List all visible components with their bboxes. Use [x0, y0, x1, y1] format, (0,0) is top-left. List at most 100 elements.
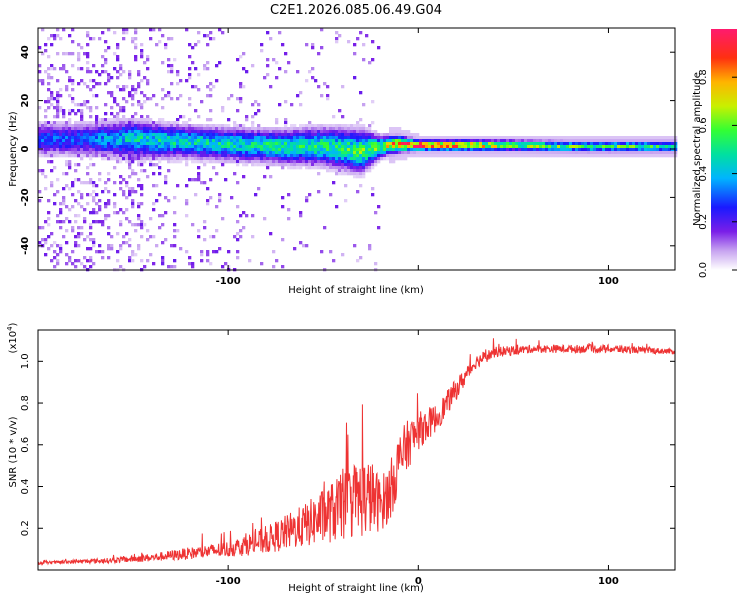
spectrogram-cell	[77, 202, 81, 206]
spectrogram-cell	[260, 160, 264, 164]
spectrogram-cell	[95, 193, 99, 197]
spectrogram-cell	[365, 157, 369, 161]
spectrogram-cell	[71, 28, 75, 32]
spectrogram-cell	[140, 130, 144, 134]
spectrogram-cell	[212, 85, 216, 89]
spectrogram-cell	[101, 151, 105, 155]
spectrogram-cell	[101, 121, 105, 125]
spectrogram-cell	[338, 160, 342, 164]
spectrogram-cell	[107, 79, 111, 83]
spectrogram-cell	[533, 151, 537, 155]
spectrogram-cell	[374, 133, 378, 137]
spectrogram-cell	[47, 130, 51, 134]
spectrogram-cell	[161, 256, 165, 260]
spectrogram-cell	[242, 226, 246, 230]
spectrogram-cell	[398, 157, 402, 161]
spectrogram-cell	[50, 244, 54, 248]
spectrogram-cell	[77, 259, 81, 263]
spectrogram-cell	[65, 160, 69, 164]
spectrogram-cell	[329, 127, 333, 131]
spectrogram-cell	[83, 124, 87, 128]
spectrogram-cell	[50, 184, 54, 188]
spectrogram-cell	[239, 136, 243, 140]
spectrogram-cell	[668, 142, 672, 146]
spectrogram-cell	[80, 130, 84, 134]
spectrogram-cell	[263, 151, 267, 155]
spectrogram-cell	[71, 82, 75, 86]
spectrogram-cell	[335, 31, 339, 35]
spectrogram-cell	[218, 196, 222, 200]
spectrogram-cell	[341, 133, 345, 137]
spectrogram-cell	[530, 148, 534, 152]
spectrogram-cell	[185, 142, 189, 146]
spectrogram-cell	[158, 193, 162, 197]
spectrogram-cell	[122, 157, 126, 161]
spectrogram-cell	[503, 142, 507, 146]
spectrogram-cell	[251, 154, 255, 158]
spectrogram-cell	[236, 130, 240, 134]
spectrogram-cell	[287, 157, 291, 161]
spectrogram-cell	[128, 94, 132, 98]
spectrogram-cell	[245, 136, 249, 140]
spectrogram-cell	[113, 118, 117, 122]
spectrogram-cell	[143, 148, 147, 152]
spectrogram-cell	[119, 130, 123, 134]
spectrogram-cell	[116, 103, 120, 107]
spectrogram-cell	[101, 136, 105, 140]
spectrogram-cell	[203, 142, 207, 146]
spectrogram-cell	[80, 46, 84, 50]
spectrogram-cell	[344, 169, 348, 173]
spectrogram-cell	[74, 163, 78, 167]
spectrogram-cell	[383, 154, 387, 158]
spectrogram-cell	[479, 145, 483, 149]
spectrogram-cell	[338, 133, 342, 137]
spectrogram-cell	[599, 136, 603, 140]
spectrogram-cell	[143, 121, 147, 125]
spectrogram-cell	[281, 157, 285, 161]
spectrogram-cell	[302, 142, 306, 146]
spectrogram-cell	[284, 163, 288, 167]
spectrogram-cell	[362, 157, 366, 161]
spectrogram-cell	[89, 259, 93, 263]
spectrogram-cell	[323, 130, 327, 134]
spectrogram-cell	[155, 154, 159, 158]
spectrogram-cell	[290, 130, 294, 134]
spectrogram-cell	[167, 139, 171, 143]
spectrogram-cell	[179, 154, 183, 158]
spectrogram-cell	[452, 142, 456, 146]
spectrogram-cell	[287, 208, 291, 212]
spectrogram-cell	[449, 145, 453, 149]
spectrogram-cell	[278, 160, 282, 164]
spectrogram-cell	[140, 124, 144, 128]
spectrogram-cell	[401, 145, 405, 149]
spectrogram-cell	[509, 154, 513, 158]
spectrogram-cell	[377, 133, 381, 137]
colorbar-tick-label: 0.6	[698, 117, 709, 133]
spectrogram-cell	[203, 151, 207, 155]
spectrogram-cell	[632, 154, 636, 158]
spectrogram-cell	[101, 64, 105, 68]
spectrogram-cell	[125, 241, 129, 245]
spectrogram-cell	[131, 205, 135, 209]
spectrogram-cell	[185, 157, 189, 161]
spectrogram-cell	[596, 145, 600, 149]
spectrogram-cell	[158, 28, 162, 32]
spectrogram-cell	[59, 94, 63, 98]
spectrogram-cell	[176, 133, 180, 137]
spectrogram-cell	[320, 145, 324, 149]
spectrogram-cell	[149, 139, 153, 143]
spectrogram-cell	[275, 130, 279, 134]
spectrogram-cell	[206, 259, 210, 263]
spectrogram-cell	[335, 142, 339, 146]
spectrogram-cell	[257, 127, 261, 131]
spectrogram-cell	[209, 196, 213, 200]
spectrogram-cell	[197, 229, 201, 233]
spectrogram-cell	[188, 103, 192, 107]
spectrogram-cell	[347, 172, 351, 176]
spectrogram-cell	[428, 139, 432, 143]
spectrogram-cell	[119, 136, 123, 140]
spectrogram-cell	[332, 148, 336, 152]
spectrogram-cell	[116, 115, 120, 119]
spectrogram-cell	[272, 148, 276, 152]
spectrogram-cell	[455, 148, 459, 152]
